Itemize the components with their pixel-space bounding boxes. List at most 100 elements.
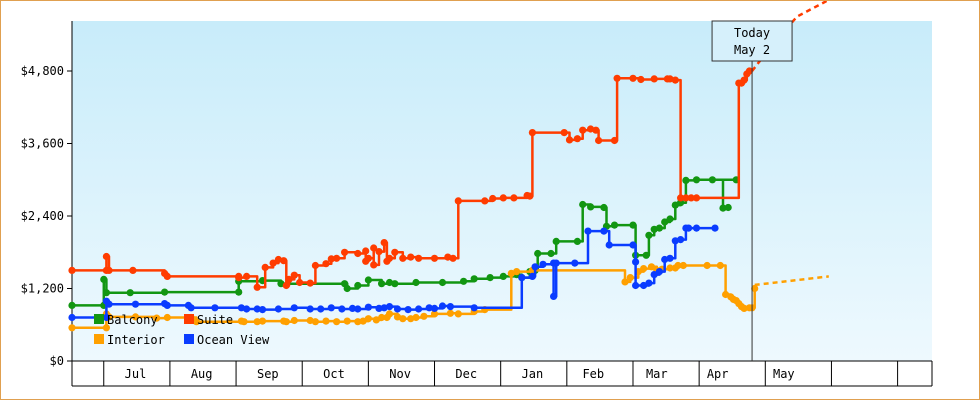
data-point <box>399 315 407 323</box>
data-point <box>68 301 76 309</box>
data-point <box>391 280 399 288</box>
data-point <box>282 318 290 326</box>
data-point <box>338 305 346 313</box>
data-point <box>610 221 619 229</box>
data-point <box>306 305 314 313</box>
legend-swatch <box>94 334 104 344</box>
data-point <box>595 136 603 145</box>
data-point <box>534 249 542 258</box>
data-point <box>102 252 110 261</box>
data-point <box>682 176 690 184</box>
data-point <box>692 194 701 202</box>
data-point <box>547 249 555 258</box>
data-point <box>243 305 251 313</box>
data-point <box>415 305 423 313</box>
data-point <box>446 309 454 317</box>
data-point <box>105 266 113 274</box>
data-point <box>687 194 695 202</box>
data-point <box>192 318 200 326</box>
data-point <box>481 197 489 205</box>
data-point <box>404 306 412 314</box>
data-point <box>269 259 277 267</box>
data-point <box>666 215 674 223</box>
data-point <box>629 241 637 249</box>
data-point <box>629 74 637 82</box>
data-point <box>605 241 613 249</box>
series-layer <box>68 1 830 332</box>
data-point <box>420 312 428 320</box>
data-point <box>552 237 560 245</box>
data-point <box>579 200 587 209</box>
data-point <box>430 310 439 318</box>
data-point <box>600 227 608 235</box>
x-tick-label: Aug <box>191 367 213 381</box>
data-point <box>486 274 494 282</box>
data-point <box>380 239 388 247</box>
data-point <box>499 194 507 202</box>
data-point <box>655 268 664 276</box>
data-point <box>677 236 685 244</box>
data-point <box>341 248 349 256</box>
x-tick-label: Jan <box>522 367 544 381</box>
data-point <box>460 277 468 285</box>
data-point <box>399 254 407 262</box>
today-date: May 2 <box>734 43 770 57</box>
data-point <box>685 224 693 232</box>
data-point <box>354 281 362 290</box>
data-point <box>560 129 568 137</box>
data-point <box>510 194 518 202</box>
data-point <box>364 254 372 262</box>
x-tick-label: Jul <box>125 367 147 381</box>
data-point <box>716 261 724 270</box>
legend-label: Suite <box>197 313 233 327</box>
series-suite-projected <box>751 1 830 72</box>
data-point <box>438 278 447 287</box>
data-point <box>131 313 140 321</box>
data-point <box>637 75 645 84</box>
projected-line <box>754 275 829 287</box>
x-tick-label: Mar <box>646 367 668 381</box>
y-tick-label: $0 <box>50 354 64 368</box>
data-point <box>539 260 547 268</box>
data-point <box>375 248 383 256</box>
data-point <box>354 305 362 313</box>
data-point <box>571 259 579 267</box>
data-point <box>640 265 648 273</box>
today-marker: Today May 2 <box>711 20 793 361</box>
data-point <box>573 135 582 143</box>
series-ocean-view <box>68 224 719 322</box>
data-point <box>677 194 685 202</box>
data-point <box>470 275 478 283</box>
data-point <box>528 272 537 280</box>
data-point <box>375 304 383 312</box>
data-point <box>692 224 701 232</box>
data-point <box>740 304 748 312</box>
data-point <box>258 306 267 314</box>
data-point <box>703 261 711 270</box>
data-point <box>655 224 664 232</box>
today-label: Today <box>734 26 770 40</box>
data-point <box>362 247 370 255</box>
data-point <box>161 288 169 296</box>
data-point <box>629 221 637 229</box>
y-axis: $0 $1,200 $2,400 $3,600 $4,800 <box>21 21 73 386</box>
x-tick-label: May <box>773 367 795 381</box>
data-point <box>306 279 314 287</box>
legend: Balcony Suite Interior Ocean View <box>94 313 270 347</box>
x-tick-label: Sep <box>257 367 279 381</box>
data-point <box>235 288 243 296</box>
data-point <box>391 248 399 256</box>
data-point <box>253 318 261 326</box>
x-tick-label: Feb <box>582 367 604 381</box>
data-point <box>719 204 727 212</box>
data-point <box>258 317 267 325</box>
data-point <box>724 203 732 212</box>
data-point <box>645 279 653 287</box>
data-point <box>274 305 282 313</box>
data-point <box>573 237 582 245</box>
data-point <box>385 254 394 262</box>
data-point <box>163 313 171 322</box>
data-point <box>454 197 462 205</box>
